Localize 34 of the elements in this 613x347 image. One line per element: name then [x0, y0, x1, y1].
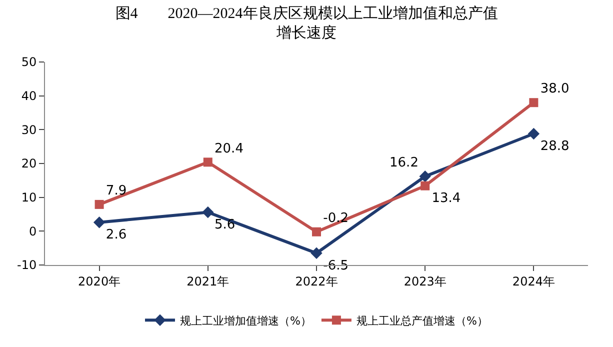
point — [93, 216, 106, 228]
data-label: -0.2 — [323, 210, 348, 226]
x-tick-label: 2024年 — [512, 274, 555, 288]
data-label: 16.2 — [390, 155, 418, 170]
x-tick-label: 2021年 — [186, 274, 230, 288]
data-label: 5.6 — [214, 218, 236, 233]
y-tick-label: 40 — [21, 89, 37, 104]
point — [202, 206, 214, 218]
data-label: 38.0 — [540, 82, 570, 97]
data-label: 7.9 — [106, 184, 127, 199]
x-tick-label: 2022年 — [295, 274, 338, 288]
point — [310, 247, 322, 260]
legend-label: 规上工业增加值增速（%） — [180, 314, 312, 328]
y-tick-label: 50 — [21, 55, 37, 70]
point — [419, 170, 431, 182]
point — [312, 227, 321, 236]
point — [529, 98, 538, 108]
data-label: 20.4 — [214, 141, 244, 156]
data-label: 28.8 — [540, 139, 570, 154]
y-tick-label: 30 — [21, 122, 37, 137]
point — [528, 128, 540, 140]
data-label: 2.6 — [106, 228, 127, 243]
y-tick-label: 0 — [28, 224, 37, 238]
y-tick-label: 10 — [21, 190, 37, 205]
x-tick-label: 2020年 — [78, 274, 121, 288]
y-tick-label: 20 — [21, 156, 37, 171]
data-label: 13.4 — [432, 191, 461, 206]
legend-label: 规上工业总产值增速（%） — [356, 314, 488, 328]
point — [203, 158, 212, 167]
point — [420, 181, 430, 190]
chart-title: 图4 2020—2024年良庆区规模以上工业增加值和总产值增长速度 — [115, 5, 498, 42]
y-tick-label: -10 — [16, 258, 37, 272]
x-tick-label: 2023年 — [404, 274, 446, 288]
point — [94, 200, 104, 209]
